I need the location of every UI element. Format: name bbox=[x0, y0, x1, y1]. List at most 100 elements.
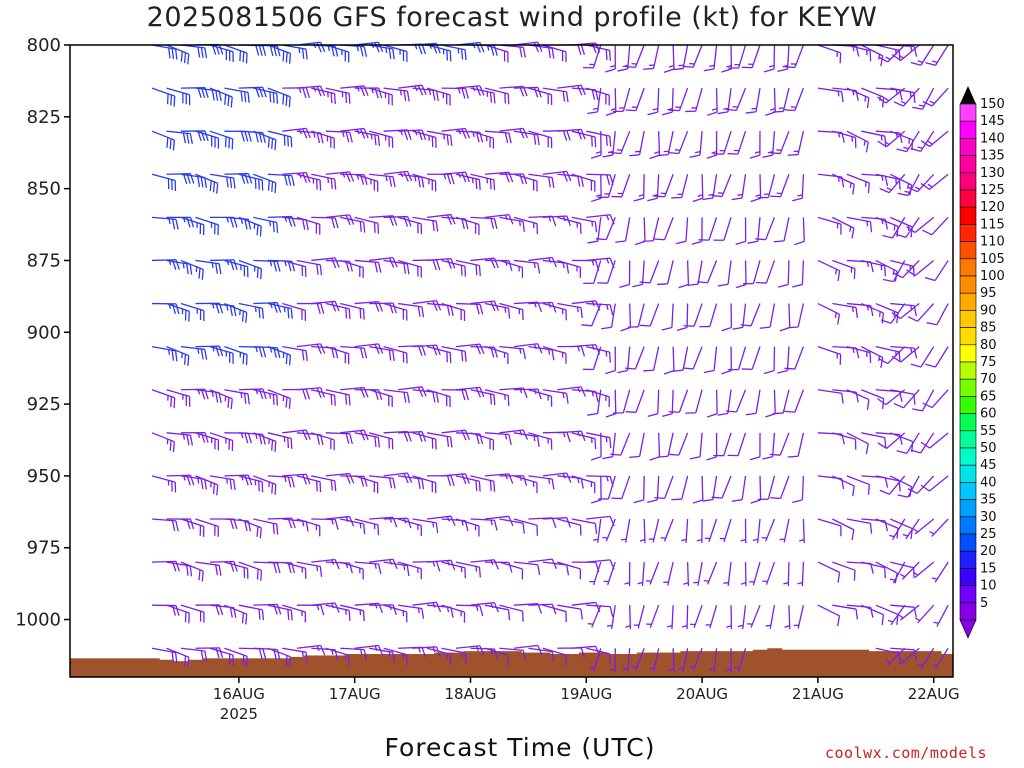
barb-flag bbox=[334, 519, 339, 530]
barb-flag bbox=[522, 523, 525, 534]
barb-staff bbox=[470, 647, 495, 650]
barb-staff bbox=[586, 257, 611, 262]
barb-flag bbox=[732, 326, 743, 330]
wind-barb bbox=[617, 346, 631, 374]
barb-staff bbox=[678, 389, 689, 413]
barb-half-flag bbox=[385, 47, 388, 54]
barb-flag bbox=[897, 494, 909, 498]
barb-flag bbox=[668, 151, 679, 155]
barb-flag bbox=[232, 479, 236, 491]
barb-staff bbox=[557, 84, 582, 89]
barb-staff bbox=[557, 518, 581, 526]
colorbar-swatch bbox=[959, 138, 977, 156]
barb-half-flag bbox=[697, 194, 703, 198]
barb-flag bbox=[201, 571, 204, 582]
barb-half-flag bbox=[316, 565, 319, 572]
wind-barb bbox=[325, 87, 351, 104]
barb-flag bbox=[229, 561, 235, 572]
barb-staff bbox=[586, 302, 611, 306]
wind-barb bbox=[238, 173, 264, 191]
barb-staff bbox=[253, 475, 277, 485]
wind-barb bbox=[889, 518, 906, 541]
barb-flag bbox=[256, 267, 259, 278]
wind-barb bbox=[455, 302, 484, 315]
barb-flag bbox=[287, 135, 289, 147]
wind-barb bbox=[699, 303, 718, 328]
barb-flag bbox=[450, 174, 455, 185]
barb-flag bbox=[435, 522, 439, 534]
wind-barb bbox=[484, 44, 509, 63]
barb-staff bbox=[626, 648, 631, 673]
barb-staff bbox=[311, 300, 336, 305]
barb-staff bbox=[639, 432, 645, 457]
barb-staff bbox=[769, 303, 776, 328]
colorbar-swatch bbox=[959, 103, 977, 122]
barb-flag bbox=[262, 45, 267, 56]
wind-barb bbox=[513, 561, 541, 576]
barb-staff bbox=[891, 217, 906, 239]
wind-barb bbox=[832, 432, 857, 450]
wind-barb bbox=[311, 87, 336, 105]
y-tick-label: 875 bbox=[27, 250, 61, 271]
barb-flag bbox=[620, 326, 631, 332]
barb-flag bbox=[504, 132, 509, 144]
wind-barb bbox=[166, 561, 193, 577]
wind-barb bbox=[528, 87, 553, 106]
barb-flag bbox=[186, 565, 189, 576]
wind-barb bbox=[587, 604, 602, 628]
wind-barb bbox=[747, 217, 761, 244]
wind-barb bbox=[195, 561, 222, 576]
barb-staff bbox=[610, 303, 616, 328]
wind-barb bbox=[678, 648, 689, 672]
x-tick-label: 16AUG bbox=[213, 685, 265, 703]
barb-staff bbox=[794, 87, 805, 111]
barb-flag bbox=[276, 604, 282, 615]
wind-barb bbox=[426, 346, 452, 364]
barb-flag bbox=[625, 411, 637, 413]
barb-staff bbox=[634, 346, 645, 370]
barb-flag bbox=[884, 437, 887, 449]
barb-staff bbox=[383, 430, 408, 434]
wind-barb bbox=[513, 259, 541, 274]
barb-staff bbox=[412, 130, 436, 139]
wind-barb bbox=[455, 41, 485, 53]
barb-flag bbox=[189, 133, 193, 144]
wind-barb bbox=[743, 260, 761, 285]
barb-flag bbox=[478, 481, 481, 492]
wind-barb bbox=[513, 173, 538, 192]
barb-staff bbox=[817, 346, 841, 355]
barb-flag bbox=[349, 132, 353, 143]
barb-flag bbox=[187, 657, 190, 668]
barb-flag bbox=[171, 651, 174, 663]
barb-flag bbox=[605, 68, 616, 73]
barb-half-flag bbox=[754, 151, 761, 154]
barb-staff bbox=[875, 604, 899, 616]
wind-barb bbox=[682, 44, 703, 68]
barb-flag bbox=[852, 485, 855, 497]
wind-barb bbox=[209, 87, 233, 108]
barb-flag bbox=[290, 136, 293, 148]
barb-flag bbox=[475, 264, 478, 276]
x-tick-label: 17AUG bbox=[329, 685, 381, 703]
barb-half-flag bbox=[446, 606, 450, 613]
barb-staff bbox=[695, 87, 703, 112]
barb-staff bbox=[832, 173, 855, 185]
barb-flag bbox=[925, 62, 936, 67]
wind-barb bbox=[861, 518, 889, 532]
barb-flag bbox=[417, 478, 421, 489]
wind-barb bbox=[784, 346, 805, 370]
barb-staff bbox=[499, 561, 523, 570]
barb-flag bbox=[507, 308, 511, 319]
barb-flag bbox=[537, 388, 542, 400]
chart-title: 2025081506 GFS forecast wind profile (kt… bbox=[146, 2, 878, 33]
wind-barb bbox=[369, 302, 397, 314]
barb-half-flag bbox=[849, 226, 852, 232]
wind-barb bbox=[441, 389, 470, 401]
barb-staff bbox=[397, 561, 422, 570]
barb-staff bbox=[817, 389, 842, 394]
wind-barb bbox=[195, 432, 220, 451]
barb-flag bbox=[363, 476, 368, 487]
barb-staff bbox=[542, 647, 567, 656]
barb-staff bbox=[723, 217, 732, 241]
barb-staff bbox=[929, 130, 949, 147]
